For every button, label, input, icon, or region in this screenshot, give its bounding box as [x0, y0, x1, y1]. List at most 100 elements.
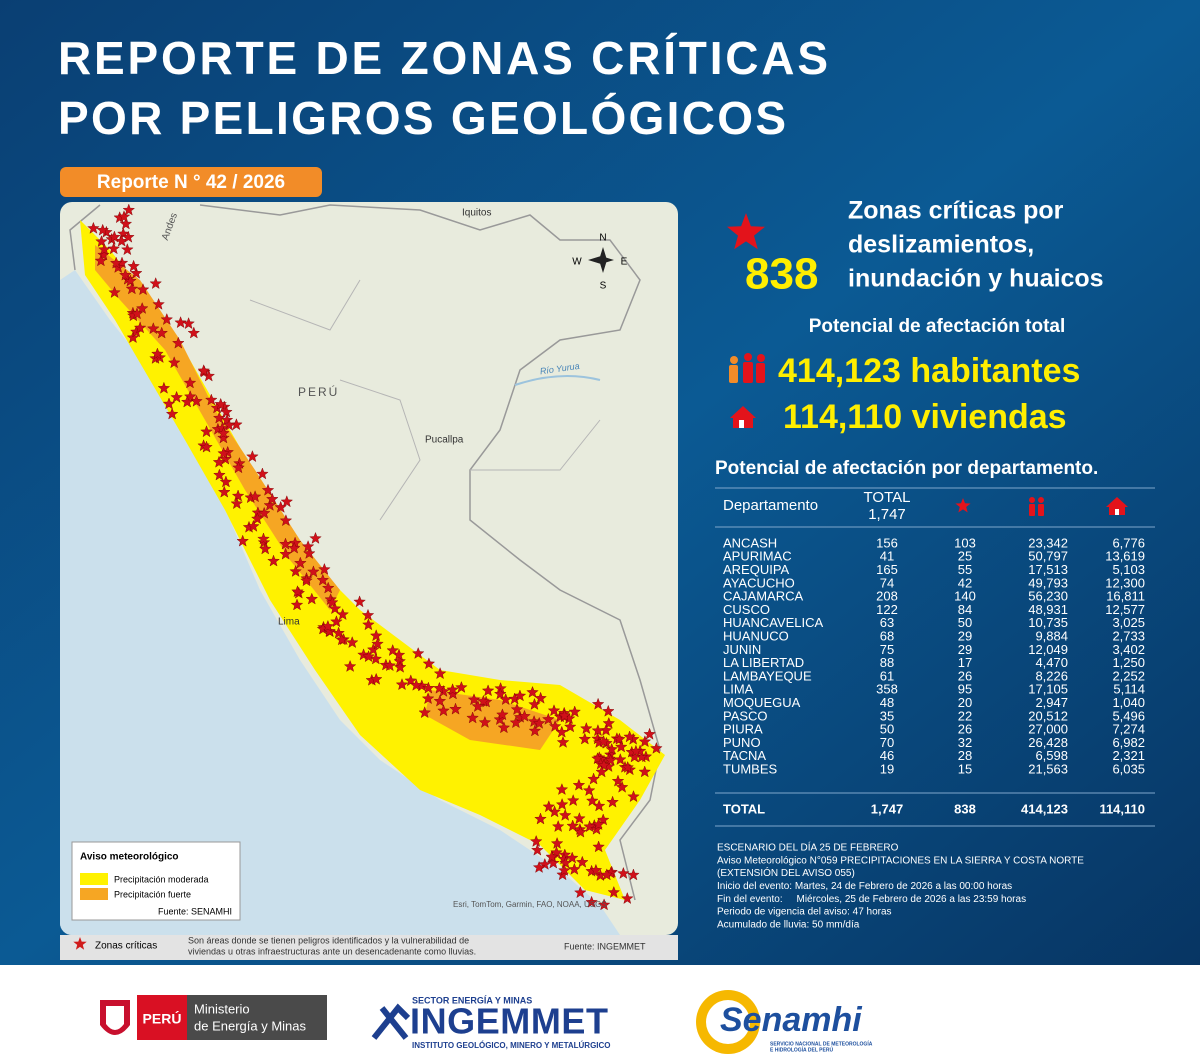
- star-marker: [135, 302, 149, 314]
- star-marker: [232, 461, 245, 474]
- scenario-line: Periodo de vigencia del aviso: 47 horas: [717, 907, 892, 918]
- table-cell: 4,470: [1035, 655, 1068, 670]
- star-marker: [550, 837, 564, 849]
- star-marker: [251, 512, 264, 525]
- table-cell: 5,114: [1113, 682, 1145, 697]
- table-cell: CAJAMARCA: [723, 589, 804, 604]
- table-cell: HUANCAVELICA: [723, 615, 824, 630]
- star-marker: [466, 711, 479, 724]
- table-cell: 21,563: [1028, 762, 1068, 777]
- table-cell: 9,884: [1035, 629, 1068, 644]
- table-cell: 2,321: [1112, 748, 1145, 763]
- place-label: Lima: [278, 617, 300, 628]
- star-marker: [183, 376, 197, 389]
- star-marker: [220, 405, 233, 418]
- star-marker: [248, 490, 262, 503]
- star-marker: [597, 735, 610, 747]
- star-marker: [534, 812, 547, 825]
- star-marker: [528, 697, 541, 710]
- star-marker: [599, 723, 613, 736]
- report-number: Reporte N ° 42 / 2026: [97, 172, 285, 193]
- star-marker: [369, 672, 383, 685]
- star-marker: [534, 691, 547, 704]
- place-label: PERÚ: [298, 384, 339, 399]
- sea: [60, 270, 620, 935]
- star-marker: [493, 687, 507, 700]
- star-marker: [318, 562, 331, 575]
- star-marker: [605, 742, 618, 755]
- star-marker: [230, 497, 244, 510]
- table-cell: 12,577: [1105, 602, 1145, 617]
- table-cell: 5,103: [1112, 562, 1145, 577]
- star-marker: [214, 397, 227, 410]
- logo-senamhi: Senamhi SERVICIO NACIONAL DE METEOROLOGÍ…: [696, 990, 873, 1054]
- star-marker: [109, 256, 123, 269]
- star-marker: [478, 715, 492, 728]
- star-marker: [548, 719, 562, 732]
- star-marker: [122, 230, 135, 243]
- star-marker: [190, 394, 203, 407]
- map: Iquitos Andes PERÚ Pucallpa Río Yurua Li…: [60, 202, 678, 935]
- logo-text: INGEMMET: [410, 1001, 608, 1042]
- star-marker: [572, 778, 586, 791]
- star-marker: [197, 364, 210, 377]
- star-marker: [410, 678, 423, 691]
- star-marker: [532, 716, 546, 729]
- star-marker: [136, 283, 150, 296]
- logo-text: de Energía y Minas: [194, 1018, 307, 1033]
- table-cell: 8,226: [1035, 668, 1068, 683]
- star-marker: [578, 732, 592, 745]
- star-marker: [321, 581, 335, 594]
- star-marker: [513, 689, 527, 702]
- star-marker: [565, 851, 579, 864]
- logo-ingemmet: SECTOR ENERGÍA Y MINAS INGEMMET INSTITUT…: [371, 995, 611, 1050]
- table-cell: 26: [958, 722, 972, 737]
- star-marker: [497, 721, 511, 734]
- star-marker: [133, 321, 147, 334]
- logo-text: Senamhi: [720, 1001, 863, 1039]
- star-marker: [180, 395, 194, 408]
- star-marker: [591, 724, 605, 737]
- star-marker: [230, 418, 243, 431]
- star-marker: [183, 390, 197, 403]
- star-marker: [559, 856, 572, 869]
- table-cell: 29: [958, 629, 972, 644]
- table-header: 1,747: [868, 506, 906, 523]
- table-cell: 74: [880, 575, 894, 590]
- table-cell: 95: [958, 682, 972, 697]
- star-marker: [151, 347, 164, 360]
- star-marker: [614, 740, 628, 753]
- place-label: Pucallpa: [425, 435, 464, 446]
- star-marker: [96, 223, 109, 236]
- table-cell: 122: [876, 602, 898, 617]
- star-marker: [371, 637, 384, 650]
- compass-label: E: [621, 257, 628, 268]
- star-marker: [160, 313, 174, 325]
- table-cell: 17,513: [1028, 562, 1068, 577]
- star-marker: [643, 727, 656, 740]
- summary-label: inundación y huaicos: [848, 265, 1104, 293]
- star-marker: [471, 700, 485, 712]
- table-cell: 17,105: [1028, 682, 1068, 697]
- note-source: Fuente: INGEMMET: [564, 941, 646, 951]
- scenario-line: Aviso Meteorológico N°059 PRECIPITACIONE…: [717, 855, 1084, 866]
- star-marker: [386, 644, 399, 656]
- table-cell: 50,797: [1028, 549, 1068, 564]
- star-marker: [613, 732, 626, 745]
- star-marker: [202, 369, 216, 382]
- star-marker: [437, 704, 450, 717]
- star-marker: [433, 694, 447, 707]
- star-marker: [316, 573, 330, 586]
- star-marker: [205, 393, 218, 406]
- border: [69, 204, 661, 901]
- star-marker: [558, 709, 571, 722]
- star-marker: [257, 506, 271, 519]
- logo-text: INSTITUTO GEOLÓGICO, MINERO Y METALÚRGIC…: [412, 1041, 611, 1050]
- table-cell: 50: [880, 722, 894, 737]
- table-cell: TACNA: [723, 748, 766, 763]
- table-cell: 2,947: [1035, 695, 1068, 710]
- table-cell: LA LIBERTAD: [723, 655, 804, 670]
- star-marker: [545, 850, 559, 863]
- star-marker: [95, 235, 108, 247]
- star-marker: [343, 659, 357, 672]
